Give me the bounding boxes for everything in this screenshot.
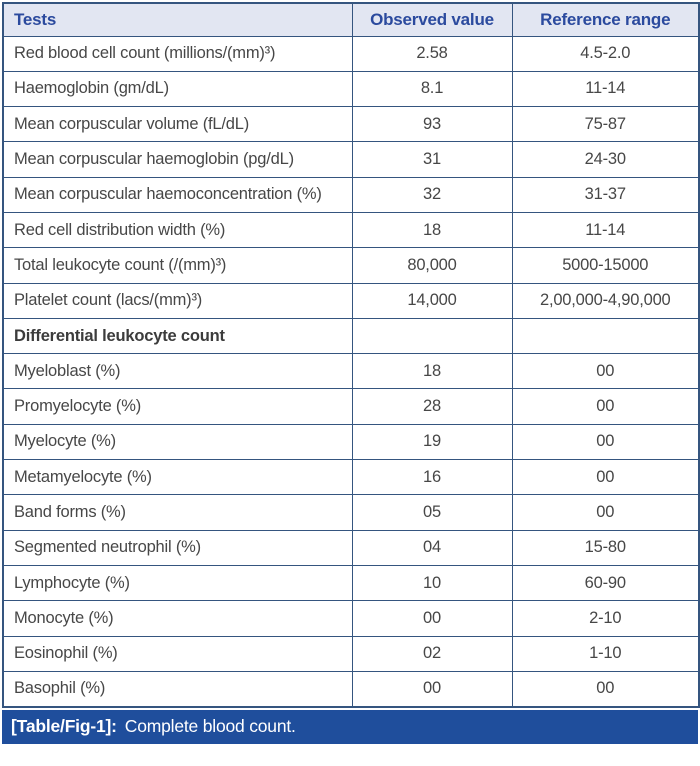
test-name-cell: Red cell distribution width (%) (2, 211, 353, 249)
observed-value-cell: 10 (351, 564, 513, 602)
observed-value-cell: 93 (351, 106, 513, 143)
table-row: Platelet count (lacs/(mm)³) 14,000 2,00,00… (2, 282, 700, 319)
table-row: Red blood cell count (millions/(mm)³) 2.5… (2, 35, 700, 72)
test-name-cell: Red blood cell count (millions/(mm)³) (2, 35, 353, 72)
test-name-cell: Segmented neutrophil (%) (2, 529, 353, 566)
table-row: Myelocyte (%) 19 00 (2, 423, 700, 461)
table-row: Mean corpuscular haemoconcentration (%) 3… (2, 176, 700, 213)
section-row: Differential leukocyte count (2, 317, 700, 355)
table-row: Mean corpuscular volume (fL/dL) 93 75-87 (2, 106, 700, 143)
test-name-cell: Myeloblast (%) (2, 353, 353, 390)
table-row: Eosinophil (%) 02 1-10 (2, 635, 700, 672)
reference-range-cell: 11-14 (511, 70, 700, 108)
observed-value-cell: 31 (351, 141, 513, 178)
column-header-reference-range: Reference range (511, 2, 700, 37)
reference-range-cell: 75-87 (511, 106, 700, 143)
reference-range-cell: 4.5-2.0 (511, 35, 700, 72)
test-name-cell: Metamyelocyte (%) (2, 459, 353, 496)
table-row: Haemoglobin (gm/dL) 8.1 11-14 (2, 70, 700, 108)
observed-value-cell: 14,000 (351, 282, 513, 319)
observed-value-cell: 2.58 (351, 35, 513, 72)
reference-range-cell (511, 317, 700, 355)
observed-value-cell: 28 (351, 388, 513, 425)
table-row: Total leukocyte count (/(mm)³) 80,000 5000… (2, 247, 700, 284)
observed-value-cell: 19 (351, 423, 513, 461)
reference-range-cell: 00 (511, 494, 700, 531)
reference-range-cell: 00 (511, 670, 700, 708)
test-name-cell: Promyelocyte (%) (2, 388, 353, 425)
observed-value-cell: 32 (351, 176, 513, 213)
reference-range-cell: 2-10 (511, 600, 700, 637)
table-row: Segmented neutrophil (%) 04 15-80 (2, 529, 700, 566)
table-row: Mean corpuscular haemoglobin (pg/dL) 31 24… (2, 141, 700, 178)
table-row: Red cell distribution width (%) 18 11-14 (2, 211, 700, 249)
column-header-tests: Tests (2, 2, 353, 37)
observed-value-cell: 18 (351, 353, 513, 390)
table-row: Lymphocyte (%) 10 60-90 (2, 564, 700, 602)
observed-value-cell: 02 (351, 635, 513, 672)
test-name-cell: Differential leukocyte count (2, 317, 353, 355)
reference-range-cell: 1-10 (511, 635, 700, 672)
reference-range-cell: 11-14 (511, 211, 700, 249)
observed-value-cell: 04 (351, 529, 513, 566)
test-name-cell: Mean corpuscular haemoconcentration (%) (2, 176, 353, 213)
test-name-cell: Eosinophil (%) (2, 635, 353, 672)
reference-range-cell: 00 (511, 423, 700, 461)
reference-range-cell: 31-37 (511, 176, 700, 213)
reference-range-cell: 5000-15000 (511, 247, 700, 284)
test-name-cell: Band forms (%) (2, 494, 353, 531)
table-body: Red blood cell count (millions/(mm)³) 2.5… (2, 35, 700, 708)
table-header-row: Tests Observed value Reference range (2, 2, 700, 37)
cbc-results-table: Tests Observed value Reference range Red… (2, 2, 700, 708)
figure-caption-bar: [Table/Fig-1]: Complete blood count. (2, 709, 698, 744)
reference-range-cell: 2,00,000-4,90,000 (511, 282, 700, 319)
observed-value-cell (351, 317, 513, 355)
observed-value-cell: 18 (351, 211, 513, 249)
test-name-cell: Platelet count (lacs/(mm)³) (2, 282, 353, 319)
table-row: Monocyte (%) 00 2-10 (2, 600, 700, 637)
figure-caption-label: [Table/Fig-1]: (11, 716, 117, 737)
table-row: Band forms (%) 05 00 (2, 494, 700, 531)
observed-value-cell: 00 (351, 600, 513, 637)
observed-value-cell: 16 (351, 459, 513, 496)
observed-value-cell: 00 (351, 670, 513, 708)
column-header-observed-value: Observed value (351, 2, 513, 37)
observed-value-cell: 8.1 (351, 70, 513, 108)
test-name-cell: Lymphocyte (%) (2, 564, 353, 602)
reference-range-cell: 00 (511, 388, 700, 425)
reference-range-cell: 00 (511, 353, 700, 390)
test-name-cell: Mean corpuscular volume (fL/dL) (2, 106, 353, 143)
reference-range-cell: 24-30 (511, 141, 700, 178)
test-name-cell: Myelocyte (%) (2, 423, 353, 461)
table-row: Metamyelocyte (%) 16 00 (2, 459, 700, 496)
figure-caption-text: Complete blood count. (124, 716, 296, 737)
reference-range-cell: 60-90 (511, 564, 700, 602)
table-row: Promyelocyte (%) 28 00 (2, 388, 700, 425)
table-row: Myeloblast (%) 18 00 (2, 353, 700, 390)
reference-range-cell: 00 (511, 459, 700, 496)
table-figure: Tests Observed value Reference range Red… (2, 2, 700, 708)
observed-value-cell: 80,000 (351, 247, 513, 284)
test-name-cell: Basophil (%) (2, 670, 353, 708)
test-name-cell: Monocyte (%) (2, 600, 353, 637)
test-name-cell: Mean corpuscular haemoglobin (pg/dL) (2, 141, 353, 178)
observed-value-cell: 05 (351, 494, 513, 531)
reference-range-cell: 15-80 (511, 529, 700, 566)
test-name-cell: Haemoglobin (gm/dL) (2, 70, 353, 108)
test-name-cell: Total leukocyte count (/(mm)³) (2, 247, 353, 284)
table-row: Basophil (%) 00 00 (2, 670, 700, 708)
